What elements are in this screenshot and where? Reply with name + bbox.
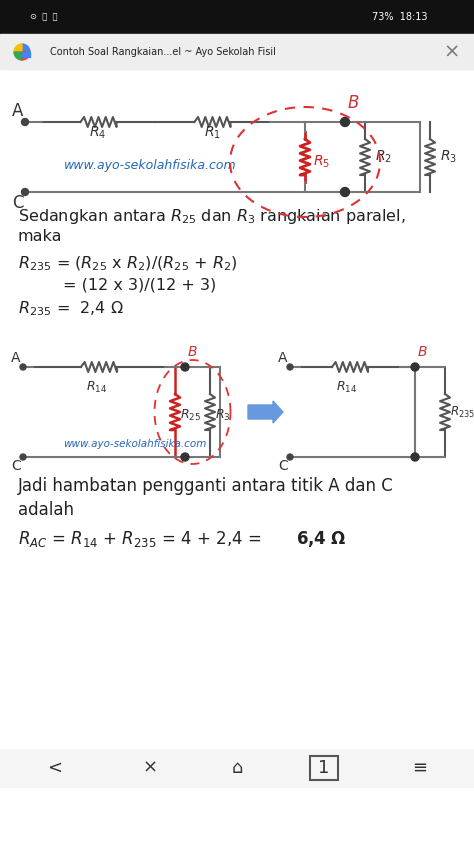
Text: $R_5$: $R_5$ — [313, 154, 330, 170]
Circle shape — [340, 188, 349, 196]
Text: www.ayo-sekolahfisika.com: www.ayo-sekolahfisika.com — [64, 159, 237, 172]
Text: $R_{AC}$ = $R_{14}$ + $R_{235}$ = 4 + 2,4 =: $R_{AC}$ = $R_{14}$ + $R_{235}$ = 4 + 2,… — [18, 529, 264, 549]
Text: $R_3$: $R_3$ — [440, 149, 457, 165]
Text: www.ayo-sekolahfisika.com: www.ayo-sekolahfisika.com — [64, 439, 207, 449]
Wedge shape — [14, 52, 22, 60]
Text: A: A — [11, 351, 21, 365]
Circle shape — [21, 189, 28, 195]
Circle shape — [21, 119, 28, 125]
Circle shape — [20, 364, 26, 370]
Circle shape — [20, 454, 26, 460]
Wedge shape — [22, 44, 30, 52]
Text: $R_{14}$: $R_{14}$ — [86, 380, 107, 395]
Text: ⌂: ⌂ — [231, 759, 243, 777]
Text: C: C — [278, 459, 288, 473]
Text: Contoh Soal Rangkaian...el ~ Ayo Sekolah Fisil: Contoh Soal Rangkaian...el ~ Ayo Sekolah… — [50, 47, 276, 57]
Text: ⊙  👤  🖼: ⊙ 👤 🖼 — [30, 13, 57, 22]
Bar — [0, 69, 474, 787]
Bar — [0, 0, 474, 34]
Bar — [0, 749, 474, 787]
Text: $R_{25}$: $R_{25}$ — [180, 408, 201, 423]
Text: Sedangkan antara $R_{25}$ dan $R_3$ rangkaian paralel,: Sedangkan antara $R_{25}$ dan $R_3$ rang… — [18, 207, 406, 226]
Text: C: C — [11, 459, 21, 473]
Text: C: C — [12, 194, 24, 212]
Circle shape — [340, 118, 349, 126]
Bar — [0, 34, 474, 69]
Circle shape — [181, 363, 189, 371]
Circle shape — [181, 453, 189, 461]
Bar — [10, 352, 465, 482]
Text: ≡: ≡ — [412, 759, 428, 777]
Text: maka: maka — [18, 229, 63, 244]
Text: <: < — [47, 759, 63, 777]
Text: 1: 1 — [319, 759, 330, 777]
Wedge shape — [22, 52, 30, 60]
Text: $R_3$: $R_3$ — [215, 408, 230, 423]
Text: $R_{14}$: $R_{14}$ — [337, 380, 357, 395]
Text: $R_{235}$: $R_{235}$ — [450, 404, 474, 419]
Text: $B$: $B$ — [347, 94, 359, 112]
Text: A: A — [278, 351, 288, 365]
Text: A: A — [12, 102, 24, 120]
Text: ×: × — [444, 42, 460, 61]
Text: $R_1$: $R_1$ — [203, 125, 220, 141]
Text: ×: × — [143, 759, 157, 777]
Circle shape — [411, 363, 419, 371]
Bar — [310, 756, 338, 780]
Circle shape — [411, 453, 419, 461]
Text: $B$: $B$ — [417, 345, 428, 359]
Text: $R_{235}$ = $(R_{25}$ x $R_2)$/$( R_{25}$ + $R_2)$: $R_{235}$ = $(R_{25}$ x $R_2)$/$( R_{25}… — [18, 255, 238, 274]
FancyArrow shape — [248, 401, 283, 423]
Text: 73%  18:13: 73% 18:13 — [372, 12, 428, 22]
Bar — [22, 52, 30, 57]
Wedge shape — [14, 44, 22, 52]
Text: $R_4$: $R_4$ — [90, 125, 107, 141]
Text: $R_{235}$ =  2,4 Ω: $R_{235}$ = 2,4 Ω — [18, 299, 124, 317]
Text: = (12 x 3)/(12 + 3): = (12 x 3)/(12 + 3) — [63, 277, 216, 292]
Circle shape — [287, 364, 293, 370]
Text: $B$: $B$ — [187, 345, 198, 359]
Text: adalah: adalah — [18, 501, 74, 519]
Text: Jadi hambatan pengganti antara titik A dan C: Jadi hambatan pengganti antara titik A d… — [18, 477, 394, 495]
Text: $\mathbf{6{,}4\ Ω}$: $\mathbf{6{,}4\ Ω}$ — [296, 529, 346, 549]
Text: $R_2$: $R_2$ — [375, 149, 392, 165]
Circle shape — [287, 454, 293, 460]
